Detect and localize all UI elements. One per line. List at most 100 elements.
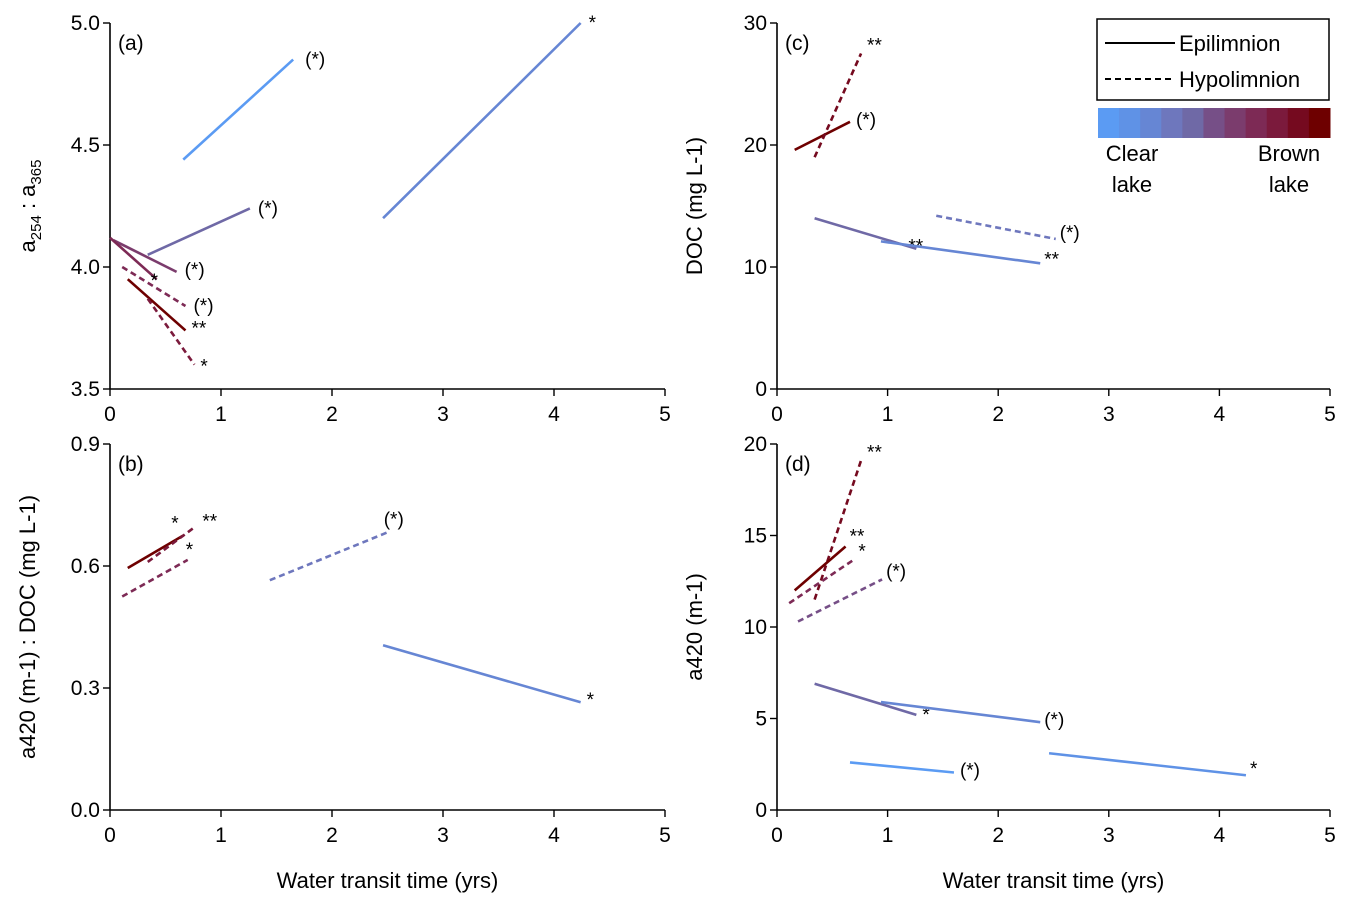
y-axis-label: a254 : a365: [15, 160, 45, 253]
x-axis-label: Water transit time (yrs): [277, 868, 499, 893]
series-line: [813, 52, 863, 158]
significance-label: (*): [258, 198, 278, 219]
series-line: [797, 578, 883, 623]
y-axis-label-subscript: 365: [28, 160, 45, 185]
x-tick-label: 4: [1214, 403, 1226, 426]
color-scale-swatch: [1245, 108, 1268, 138]
x-tick-label: 0: [771, 403, 783, 426]
color-scale-swatch: [1182, 108, 1204, 138]
panel-label: (c): [785, 32, 810, 55]
y-tick-label: 30: [744, 12, 767, 35]
y-axis-label-subscript: 254: [28, 215, 45, 240]
x-tick-label: 5: [659, 403, 671, 426]
y-tick-label: 4.5: [71, 134, 100, 157]
x-tick-label: 4: [548, 824, 560, 847]
legend-brown-label: Brown: [1258, 141, 1320, 166]
y-tick-label: 10: [744, 256, 767, 279]
significance-label: *: [186, 540, 194, 561]
series-line: [849, 761, 955, 774]
y-tick-label: 5.0: [71, 12, 100, 35]
series-line: [793, 545, 847, 592]
y-tick-label: 0.9: [71, 433, 100, 456]
y-tick-label: 5: [755, 708, 767, 731]
x-tick-label: 3: [437, 403, 449, 426]
y-tick-label: 3.5: [71, 378, 100, 401]
panel-a: 3.5 4.0 4.5 5.0 0 1 2 3 4 5 (a) a254 : a365 (*) * (*) (…: [15, 12, 671, 426]
y-tick-label: 0.6: [71, 555, 100, 578]
significance-label: (*): [856, 110, 876, 131]
panel-b: 0.0 0.3 0.6 0.9 0 1 2 3 4 5 (b) Water transit time …: [15, 433, 671, 893]
significance-label: (*): [960, 760, 980, 781]
x-axis-label: Water transit time (yrs): [943, 868, 1165, 893]
significance-label: (*): [193, 296, 213, 317]
x-tick-label: 2: [992, 403, 1004, 426]
significance-label: *: [171, 514, 179, 535]
series-line: [146, 297, 196, 366]
series-line: [880, 240, 1041, 265]
series-line: [112, 238, 178, 274]
y-axis-label-part: : a: [15, 184, 40, 215]
x-tick-label: 5: [1324, 824, 1336, 847]
significance-label: **: [867, 442, 882, 463]
color-scale-swatch: [1161, 108, 1183, 138]
series-line: [788, 558, 856, 605]
color-scale-swatch: [1308, 108, 1331, 138]
y-axis-label: a420 (m-1) : DOC (mg L-1): [15, 495, 40, 759]
significance-label: (*): [305, 50, 325, 71]
series-line: [109, 236, 158, 281]
y-axis-label-part: a: [15, 239, 40, 252]
x-tick-label: 5: [1324, 403, 1336, 426]
x-tick-label: 1: [882, 403, 894, 426]
legend-clear-label: lake: [1112, 172, 1152, 197]
y-tick-label: 0: [755, 378, 767, 401]
legend-hypolimnion: Hypolimnion: [1179, 67, 1300, 92]
x-tick-label: 0: [104, 403, 116, 426]
color-scale-swatch: [1224, 108, 1247, 138]
x-tick-label: 4: [548, 403, 560, 426]
x-tick-label: 3: [437, 824, 449, 847]
significance-label: **: [202, 511, 217, 532]
y-tick-label: 20: [744, 433, 767, 456]
significance-label: *: [858, 541, 866, 562]
legend-clear-label: Clear: [1106, 141, 1159, 166]
y-axis-label: DOC (mg L-1): [682, 137, 707, 275]
x-tick-label: 2: [326, 824, 338, 847]
legend-epilimnion: Epilimnion: [1179, 31, 1281, 56]
x-tick-label: 2: [992, 824, 1004, 847]
significance-label: (*): [384, 509, 404, 530]
significance-label: *: [200, 357, 208, 378]
x-tick-label: 0: [104, 824, 116, 847]
significance-label: **: [1044, 249, 1059, 270]
panel-label: (b): [118, 453, 144, 476]
series-line: [147, 207, 251, 256]
y-tick-label: 4.0: [71, 256, 100, 279]
y-tick-label: 0: [755, 799, 767, 822]
panel-label: (d): [785, 453, 811, 476]
series-line: [121, 265, 187, 308]
significance-label: *: [922, 705, 930, 726]
legend-box: [1096, 18, 1330, 101]
significance-label: *: [589, 13, 597, 34]
charts-group: 3.54.04.55.00 1 2 3 4 5(a)a254 : a365(*)*(*)(…: [15, 12, 1336, 893]
series-line: [1048, 751, 1247, 777]
color-scale-swatch: [1287, 108, 1310, 138]
significance-label: **: [191, 318, 206, 339]
significance-label: (*): [185, 260, 205, 281]
y-axis-label: a420 (m-1): [682, 573, 707, 681]
series-line: [382, 22, 582, 220]
x-tick-label: 1: [882, 824, 894, 847]
significance-label: *: [151, 271, 159, 292]
x-tick-label: 1: [215, 824, 227, 847]
significance-label: *: [587, 690, 595, 711]
x-tick-label: 5: [659, 824, 671, 847]
series-line: [269, 530, 391, 582]
significance-label: (*): [1044, 710, 1064, 731]
series-line: [182, 58, 295, 161]
series-line: [880, 700, 1041, 724]
x-tick-label: 1: [215, 403, 227, 426]
color-scale-swatch: [1119, 108, 1141, 138]
series-line: [121, 558, 189, 598]
